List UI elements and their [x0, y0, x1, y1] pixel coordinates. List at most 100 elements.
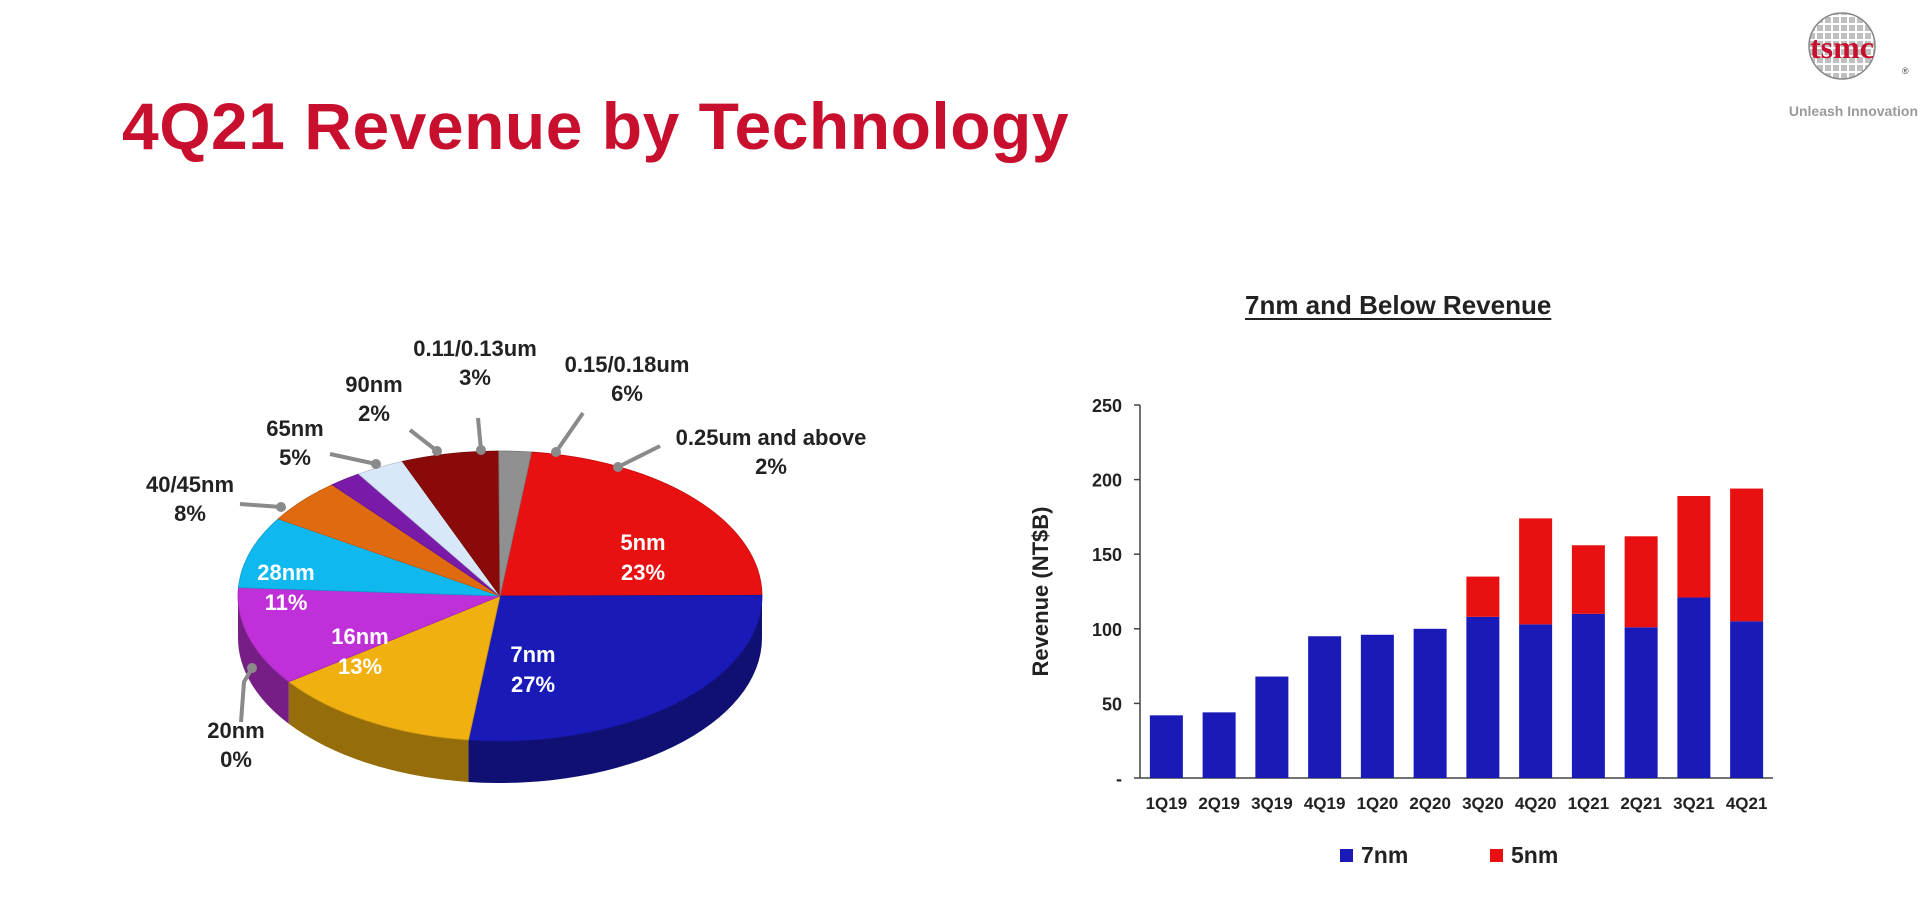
x-tick-label: 2Q19	[1198, 794, 1240, 813]
page-title: 4Q21 Revenue by Technology	[122, 89, 1070, 163]
legend-swatch-7nm	[1340, 849, 1353, 862]
pie-slice-40-45nm	[237, 518, 501, 597]
pie-value-65nm: 5%	[279, 445, 311, 470]
legend-swatch-5nm	[1490, 849, 1503, 862]
x-tick-label: 3Q20	[1462, 794, 1504, 813]
x-tick-label: 2Q21	[1620, 794, 1662, 813]
pie-value-0-15-0-18um: 6%	[611, 381, 643, 406]
pie-value-20nm: 0%	[220, 747, 252, 772]
pie-label-40-45nm: 40/45nm	[146, 472, 234, 497]
pie-leader-dot-65nm	[371, 459, 381, 469]
bar-7nm-3q20	[1466, 616, 1500, 778]
bar-5nm-4q20	[1519, 518, 1553, 625]
x-tick-label: 1Q19	[1146, 794, 1188, 813]
x-tick-label: 2Q20	[1409, 794, 1451, 813]
pie-value-5nm: 23%	[621, 560, 665, 585]
pie-leader-dot-0-25um-and-above	[613, 462, 623, 472]
pie-label-5nm: 5nm	[620, 530, 665, 555]
pie-label-20nm: 20nm	[207, 718, 264, 743]
pie-leader-90nm	[408, 428, 439, 453]
y-tick-label: 50	[1102, 694, 1122, 714]
bar-7nm-2q19	[1202, 712, 1236, 778]
pie-label-65nm: 65nm	[266, 416, 323, 441]
pie-leader-dot-40-45nm	[276, 502, 286, 512]
pie-value-28nm: 11%	[265, 590, 308, 615]
pie-value-16nm: 13%	[338, 654, 382, 679]
bar-7nm-4q19	[1308, 636, 1342, 778]
bar-7nm-3q21	[1677, 597, 1711, 778]
pie-label-0-11-0-13um: 0.11/0.13um	[413, 336, 537, 361]
pie-slice-28nm	[237, 587, 501, 683]
pie-leader-dot-20nm	[247, 663, 257, 673]
bar-7nm-4q20	[1519, 624, 1553, 778]
pie-chart: 5nm 23% 7nm 27% 16nm 13% 20nm 0% 28nm 11% 40/45nm 8…	[146, 336, 866, 783]
bar-chart-title: 7nm and Below Revenue	[1245, 290, 1552, 320]
y-tick-label: 250	[1092, 396, 1122, 416]
pie-side-16nm	[288, 681, 469, 782]
legend-label-5nm: 5nm	[1511, 842, 1559, 868]
logo-tagline: Unleash Innovation	[1789, 103, 1918, 119]
logo-brand: tsmc	[1810, 29, 1874, 65]
x-tick-label: 1Q21	[1568, 794, 1610, 813]
x-tick-label: 3Q19	[1251, 794, 1293, 813]
y-axis-label: Revenue (NT$B)	[1028, 507, 1053, 677]
logo-registered: ®	[1902, 66, 1909, 76]
bar-7nm-4q21	[1730, 621, 1764, 778]
pie-label-0-15-0-18um: 0.15/0.18um	[565, 352, 690, 377]
x-tick-label: 1Q20	[1357, 794, 1399, 813]
bar-7nm-3q19	[1255, 676, 1289, 778]
legend-label-7nm: 7nm	[1361, 842, 1409, 868]
pie-leader-dot-0-11-0-13um	[476, 445, 486, 455]
pie-side-7nm	[468, 596, 762, 783]
pie-leader-65nm	[329, 452, 377, 466]
pie-label-7nm: 7nm	[510, 642, 555, 667]
pie-side-28nm	[238, 596, 289, 724]
pie-slices	[237, 450, 763, 742]
x-tick-label: 4Q21	[1726, 794, 1768, 813]
pie-slice-16nm	[287, 595, 501, 741]
pie-leader-0-11-0-13um	[476, 417, 483, 451]
y-tick-label: -	[1116, 769, 1122, 789]
pie-leader-40-45nm	[239, 502, 282, 509]
bar-7nm-1q21	[1571, 613, 1605, 778]
pie-value-7nm: 27%	[511, 672, 555, 697]
bar-5nm-2q21	[1624, 536, 1658, 628]
pie-slice-7nm	[467, 594, 763, 742]
pie-slice-5nm	[499, 451, 763, 597]
x-tick-label: 3Q21	[1673, 794, 1715, 813]
bar-5nm-4q21	[1730, 488, 1764, 622]
bar-5nm-3q20	[1466, 576, 1500, 617]
pie-value-0-25um-and-above: 2%	[755, 454, 787, 479]
pie-value-0-11-0-13um: 3%	[459, 365, 491, 390]
pie-label-90nm: 90nm	[345, 372, 402, 397]
pie-label-16nm: 16nm	[331, 624, 388, 649]
x-tick-label: 4Q20	[1515, 794, 1557, 813]
pie-value-40-45nm: 8%	[174, 501, 206, 526]
y-tick-label: 200	[1092, 471, 1122, 491]
pie-label-28nm: 28nm	[257, 560, 314, 585]
y-tick-label: 100	[1092, 620, 1122, 640]
wafer-icon	[1808, 12, 1876, 80]
bar-5nm-3q21	[1677, 496, 1711, 598]
pie-leader-0-25um-and-above	[617, 444, 661, 469]
bar-7nm-1q20	[1360, 634, 1394, 778]
pie-slice-0-25um-and-above	[498, 450, 533, 597]
pie-labels: 5nm 23% 7nm 27% 16nm 13% 20nm 0% 28nm 11% 40/45nm 8…	[146, 336, 866, 772]
y-tick-label: 150	[1092, 545, 1122, 565]
pie-leader-dot-0-15-0-18um	[551, 447, 561, 457]
legend-item-7nm: 7nm	[1340, 842, 1408, 869]
bar-5nm-1q21	[1571, 545, 1605, 614]
pie-label-0-25um-and-above: 0.25um and above	[676, 425, 867, 450]
pie-sides	[238, 596, 762, 783]
bar-7nm-1q19	[1149, 715, 1183, 778]
tsmc-logo: tsmc ® Unleash Innovation	[1789, 12, 1918, 119]
x-tick-label: 4Q19	[1304, 794, 1346, 813]
pie-value-90nm: 2%	[358, 401, 390, 426]
legend-item-5nm: 5nm	[1490, 842, 1558, 869]
pie-leader-0-15-0-18um	[554, 411, 585, 454]
pie-leader-20nm	[239, 667, 254, 723]
bar-7nm-2q20	[1413, 628, 1447, 778]
bar-7nm-2q21	[1624, 627, 1658, 778]
pie-leader-dot-90nm	[432, 446, 442, 456]
